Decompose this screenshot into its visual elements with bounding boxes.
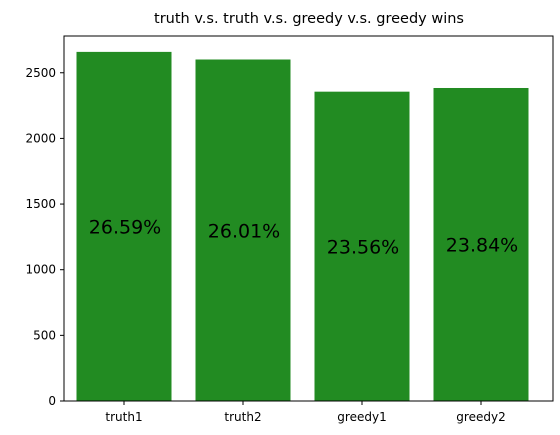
bars-group	[76, 51, 529, 402]
y-tick-label-0: 0	[48, 394, 56, 408]
y-tick-label-1500: 1500	[25, 197, 56, 211]
chart-title: truth v.s. truth v.s. greedy v.s. greedy…	[154, 11, 464, 27]
x-tick-label-greedy2: greedy2	[456, 410, 505, 424]
bar-truth1	[76, 51, 172, 402]
bar-greedy1	[314, 91, 410, 401]
y-tick-label-2500: 2500	[25, 66, 56, 80]
x-tick-label-truth1: truth1	[105, 410, 142, 424]
bar-truth2	[195, 59, 291, 401]
x-tick-label-greedy1: greedy1	[337, 410, 386, 424]
data-label-greedy2: 23.84%	[446, 234, 518, 256]
plot-frame	[63, 35, 554, 402]
data-label-greedy1: 23.56%	[327, 236, 399, 258]
data-label-truth1: 26.59%	[89, 216, 161, 238]
y-tick-label-2000: 2000	[25, 131, 56, 145]
x-tick-label-truth2: truth2	[224, 410, 261, 424]
y-axis: 0 500 1000 1500 2000 2500	[25, 66, 64, 408]
data-labels-group: 26.59% 26.01% 23.56% 23.84%	[89, 216, 518, 258]
bar-greedy2	[433, 87, 529, 402]
x-axis: truth1 truth2 greedy1 greedy2	[105, 401, 506, 424]
y-tick-label-500: 500	[33, 328, 56, 342]
data-label-truth2: 26.01%	[208, 220, 280, 242]
y-tick-label-1000: 1000	[25, 263, 56, 277]
